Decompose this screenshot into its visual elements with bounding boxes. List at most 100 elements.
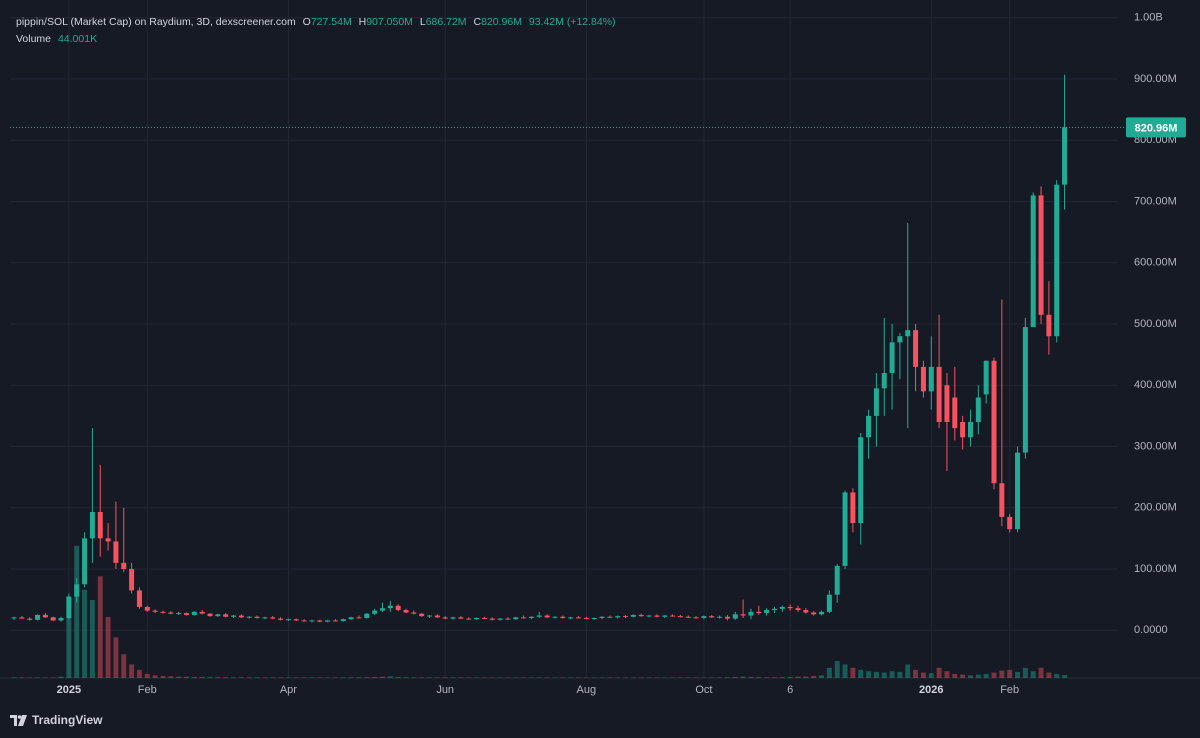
volume-bar	[387, 676, 393, 678]
candle-body	[332, 620, 338, 622]
brand-logo	[10, 714, 27, 726]
y-tick-label: 300.00M	[1134, 440, 1177, 452]
volume-bar	[936, 667, 942, 678]
x-tick-label: Oct	[695, 684, 712, 696]
candle-body	[819, 611, 825, 615]
candle-body	[497, 618, 503, 620]
volume-bar	[756, 677, 762, 678]
volume-bar	[66, 616, 72, 678]
candle-body	[568, 617, 574, 619]
candle-body	[215, 614, 221, 617]
candle-body	[560, 616, 566, 618]
candle-body	[748, 611, 754, 616]
x-tick-label: 2026	[919, 684, 943, 696]
candle-body	[662, 615, 668, 617]
candle-body	[913, 330, 919, 367]
last-price-label: 820.96M	[1135, 122, 1178, 134]
candle-body	[717, 616, 723, 618]
candle-body	[66, 596, 72, 618]
volume-bar	[1062, 675, 1068, 678]
candle-body	[575, 617, 581, 619]
y-tick-label: 200.00M	[1134, 502, 1177, 514]
volume-bar	[771, 677, 777, 678]
candle-body	[58, 617, 64, 621]
candle-body	[936, 366, 942, 422]
candle-body	[905, 330, 911, 337]
candle-body	[552, 616, 558, 618]
volume-bar	[999, 670, 1005, 678]
candle-body	[505, 618, 511, 620]
volume-bar	[35, 677, 41, 678]
candle-body	[779, 606, 785, 609]
candle-body	[105, 538, 111, 542]
candle-body	[113, 541, 119, 563]
candle-body	[850, 492, 856, 524]
x-tick-label: Feb	[138, 684, 157, 696]
volume-value: 44.001K	[57, 33, 98, 45]
candle-body	[999, 483, 1005, 517]
candle-body	[646, 615, 652, 617]
candle-body	[1046, 314, 1052, 337]
candle-body	[897, 336, 903, 343]
candle-body	[944, 385, 950, 422]
candle-body	[583, 617, 589, 619]
volume-bar	[811, 675, 817, 678]
volume-bar	[1030, 671, 1036, 678]
volume-bar	[215, 677, 221, 678]
ohlc-key: O	[302, 16, 311, 28]
candle-body	[952, 397, 958, 429]
candle-body	[340, 619, 346, 622]
volume-bar	[819, 675, 825, 678]
candle-body	[372, 610, 378, 614]
volume-bar	[356, 677, 362, 678]
candle-body	[35, 614, 41, 620]
volume-bar	[967, 675, 973, 678]
candle-body	[787, 606, 793, 609]
volume-bar	[889, 671, 895, 678]
candle-body	[975, 397, 981, 422]
candle-body	[285, 619, 291, 621]
candle-body	[411, 612, 417, 614]
candle-body	[97, 512, 103, 539]
volume-bar	[1038, 667, 1044, 678]
candle-body	[521, 617, 527, 619]
volume-bar	[975, 674, 981, 678]
volume-bar	[121, 654, 127, 678]
candle-body	[889, 342, 895, 373]
volume-bar	[779, 677, 785, 678]
candle-body	[685, 616, 691, 618]
ohlc-key: C	[473, 16, 482, 28]
candle-body	[458, 617, 464, 619]
volume-bar	[834, 661, 840, 678]
ohlc-key: L	[419, 16, 426, 28]
candle-body	[27, 618, 33, 620]
volume-bar	[920, 672, 926, 678]
volume-bar	[238, 677, 244, 678]
candle-body	[764, 610, 770, 614]
volume-bar	[144, 673, 150, 678]
volume-bar	[246, 677, 252, 678]
volume-bar	[183, 676, 189, 678]
volume-bar	[403, 677, 409, 678]
volume-bar	[826, 667, 832, 678]
candle-body	[858, 437, 864, 524]
candle-body	[1054, 184, 1060, 337]
candle-body	[481, 617, 487, 619]
x-tick-label: Apr	[280, 684, 297, 696]
y-tick-label: 600.00M	[1134, 257, 1177, 269]
volume-bar	[348, 677, 354, 678]
candle-body	[129, 568, 135, 591]
volume-bar	[160, 675, 166, 678]
candle-body	[19, 617, 25, 619]
volume-bar	[364, 677, 370, 678]
brand[interactable]: TradingView	[10, 713, 102, 727]
candle-body	[1015, 452, 1021, 530]
candle-body	[254, 616, 260, 618]
volume-bar	[231, 677, 237, 678]
candle-body	[1038, 195, 1044, 315]
x-tick-label: 6	[787, 684, 793, 696]
volume-bar	[152, 675, 158, 678]
volume-bar	[207, 677, 213, 678]
